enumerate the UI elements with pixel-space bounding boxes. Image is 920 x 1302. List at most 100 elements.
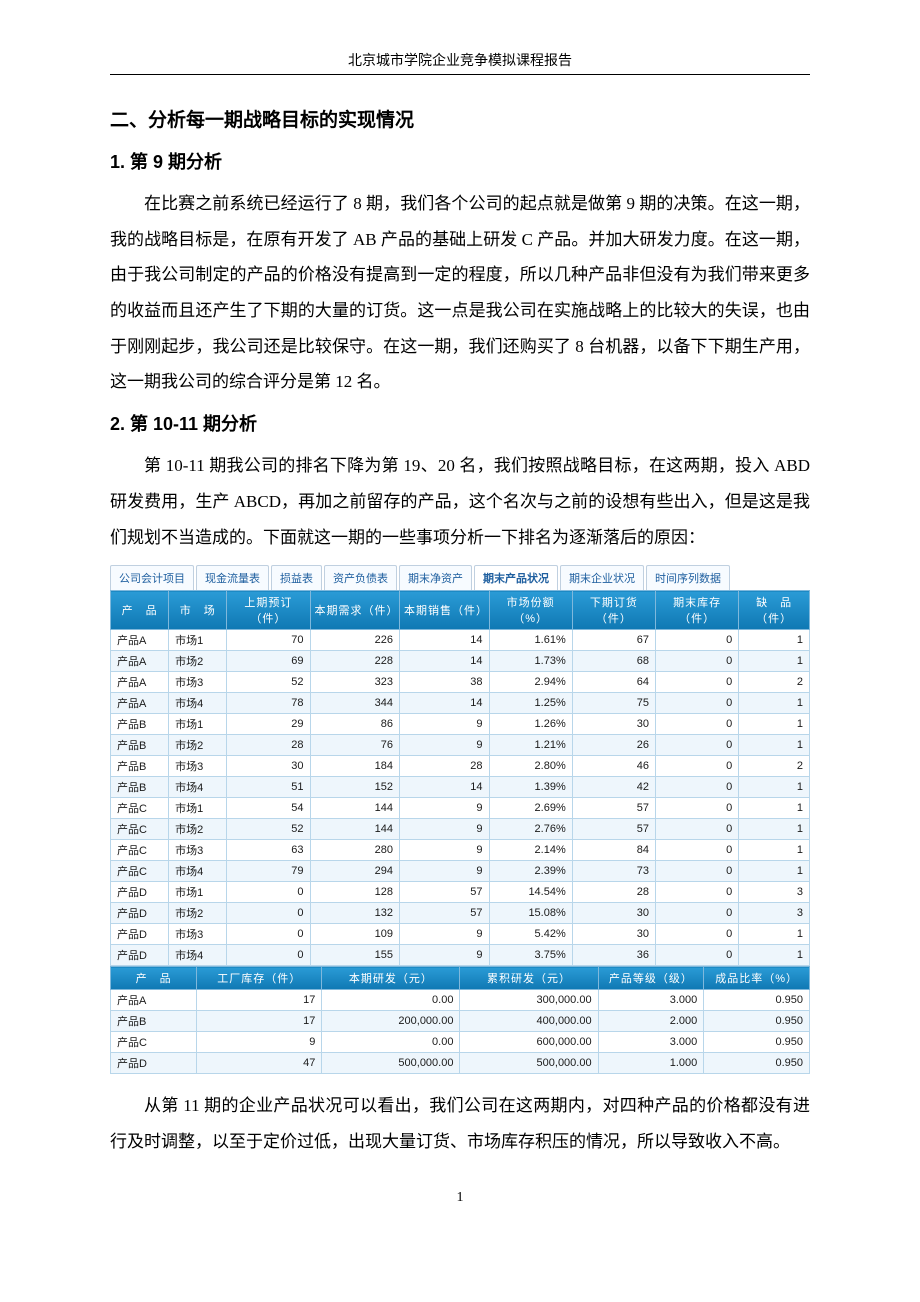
table-cell: 0.950 bbox=[704, 1011, 810, 1032]
table-cell: 市场4 bbox=[169, 945, 227, 966]
table-cell: 67 bbox=[572, 630, 655, 651]
table-cell: 9 bbox=[400, 861, 489, 882]
paragraph-1: 在比赛之前系统已经运行了 8 期，我们各个公司的起点就是做第 9 期的决策。在这… bbox=[110, 186, 810, 400]
table-cell: 86 bbox=[310, 714, 399, 735]
table-cell: 155 bbox=[310, 945, 399, 966]
table-row: 产品A市场478344141.25%7501 bbox=[111, 693, 810, 714]
table-cell: 73 bbox=[572, 861, 655, 882]
table-cell: 市场4 bbox=[169, 777, 227, 798]
table-row: 产品B市场2287691.21%2601 bbox=[111, 735, 810, 756]
table-cell: 0 bbox=[655, 714, 738, 735]
column-header: 成品比率（%） bbox=[704, 967, 810, 990]
table-cell: 0 bbox=[227, 903, 310, 924]
table-cell: 54 bbox=[227, 798, 310, 819]
table-cell: 2 bbox=[739, 672, 810, 693]
table-cell: 0 bbox=[655, 777, 738, 798]
tab-2[interactable]: 损益表 bbox=[271, 565, 322, 590]
table-cell: 51 bbox=[227, 777, 310, 798]
table-cell: 0 bbox=[655, 819, 738, 840]
table-cell: 1 bbox=[739, 630, 810, 651]
table-cell: 57 bbox=[572, 819, 655, 840]
table-cell: 2 bbox=[739, 756, 810, 777]
table-cell: 9 bbox=[197, 1032, 322, 1053]
table-row: 产品A市场352323382.94%6402 bbox=[111, 672, 810, 693]
table-cell: 产品D bbox=[111, 924, 169, 945]
table-cell: 1 bbox=[739, 777, 810, 798]
tab-0[interactable]: 公司会计项目 bbox=[110, 565, 194, 590]
tab-7[interactable]: 时间序列数据 bbox=[646, 565, 730, 590]
table-row: 产品C市场25214492.76%5701 bbox=[111, 819, 810, 840]
table-cell: 产品B bbox=[111, 756, 169, 777]
table-cell: 69 bbox=[227, 651, 310, 672]
table-cell: 323 bbox=[310, 672, 399, 693]
column-header: 上期预订（件） bbox=[227, 591, 310, 630]
column-header: 本期需求（件） bbox=[310, 591, 399, 630]
table-cell: 226 bbox=[310, 630, 399, 651]
subsection-2-title: 2. 第 10-11 期分析 bbox=[110, 410, 810, 436]
table-row: 产品A170.00300,000.003.0000.950 bbox=[111, 990, 810, 1011]
table-cell: 70 bbox=[227, 630, 310, 651]
product-market-table: 产 品市 场上期预订（件）本期需求（件）本期销售（件）市场份额（%）下期订货（件… bbox=[110, 590, 810, 966]
table-row: 产品C市场15414492.69%5701 bbox=[111, 798, 810, 819]
column-header: 本期销售（件） bbox=[400, 591, 489, 630]
table-cell: 9 bbox=[400, 798, 489, 819]
tab-5[interactable]: 期末产品状况 bbox=[474, 565, 558, 590]
table-cell: 14 bbox=[400, 693, 489, 714]
table-cell: 市场1 bbox=[169, 630, 227, 651]
table-cell: 26 bbox=[572, 735, 655, 756]
table-cell: 0 bbox=[655, 651, 738, 672]
table-cell: 152 bbox=[310, 777, 399, 798]
table-cell: 市场1 bbox=[169, 882, 227, 903]
tab-1[interactable]: 现金流量表 bbox=[196, 565, 269, 590]
table-cell: 3.000 bbox=[598, 990, 704, 1011]
table-row: 产品D市场3010995.42%3001 bbox=[111, 924, 810, 945]
table-cell: 产品D bbox=[111, 1053, 197, 1074]
table-cell: 1 bbox=[739, 861, 810, 882]
table-cell: 144 bbox=[310, 798, 399, 819]
table-cell: 1 bbox=[739, 798, 810, 819]
table-cell: 0 bbox=[227, 945, 310, 966]
tab-3[interactable]: 资产负债表 bbox=[324, 565, 397, 590]
table-cell: 38 bbox=[400, 672, 489, 693]
table-cell: 市场3 bbox=[169, 756, 227, 777]
table-row: 产品C市场47929492.39%7301 bbox=[111, 861, 810, 882]
table-row: 产品D市场101285714.54%2803 bbox=[111, 882, 810, 903]
table-cell: 0.950 bbox=[704, 990, 810, 1011]
table-cell: 1 bbox=[739, 735, 810, 756]
table-cell: 9 bbox=[400, 924, 489, 945]
table-cell: 2.39% bbox=[489, 861, 572, 882]
table-cell: 0 bbox=[655, 861, 738, 882]
table-cell: 9 bbox=[400, 840, 489, 861]
table-row: 产品B17200,000.00400,000.002.0000.950 bbox=[111, 1011, 810, 1032]
table-cell: 500,000.00 bbox=[460, 1053, 598, 1074]
table-cell: 0.00 bbox=[322, 990, 460, 1011]
table-row: 产品A市场170226141.61%6701 bbox=[111, 630, 810, 651]
tab-4[interactable]: 期末净资产 bbox=[399, 565, 472, 590]
table-cell: 产品C bbox=[111, 861, 169, 882]
table-cell: 29 bbox=[227, 714, 310, 735]
table-row: 产品D市场201325715.08%3003 bbox=[111, 903, 810, 924]
table-cell: 产品C bbox=[111, 1032, 197, 1053]
table-cell: 500,000.00 bbox=[322, 1053, 460, 1074]
table-cell: 400,000.00 bbox=[460, 1011, 598, 1032]
table-cell: 产品A bbox=[111, 990, 197, 1011]
table-cell: 0 bbox=[227, 924, 310, 945]
tab-6[interactable]: 期末企业状况 bbox=[560, 565, 644, 590]
table-cell: 产品B bbox=[111, 1011, 197, 1032]
column-header: 缺 品（件） bbox=[739, 591, 810, 630]
table-cell: 15.08% bbox=[489, 903, 572, 924]
table-cell: 0 bbox=[655, 798, 738, 819]
table-cell: 2.69% bbox=[489, 798, 572, 819]
table-cell: 产品D bbox=[111, 945, 169, 966]
column-header: 市 场 bbox=[169, 591, 227, 630]
table-cell: 1.000 bbox=[598, 1053, 704, 1074]
table-cell: 0 bbox=[655, 945, 738, 966]
column-header: 本期研发（元） bbox=[322, 967, 460, 990]
table-cell: 17 bbox=[197, 1011, 322, 1032]
table-cell: 3 bbox=[739, 903, 810, 924]
table-cell: 市场4 bbox=[169, 861, 227, 882]
table-cell: 3 bbox=[739, 882, 810, 903]
table-cell: 市场4 bbox=[169, 693, 227, 714]
table-cell: 0 bbox=[655, 756, 738, 777]
table-cell: 294 bbox=[310, 861, 399, 882]
